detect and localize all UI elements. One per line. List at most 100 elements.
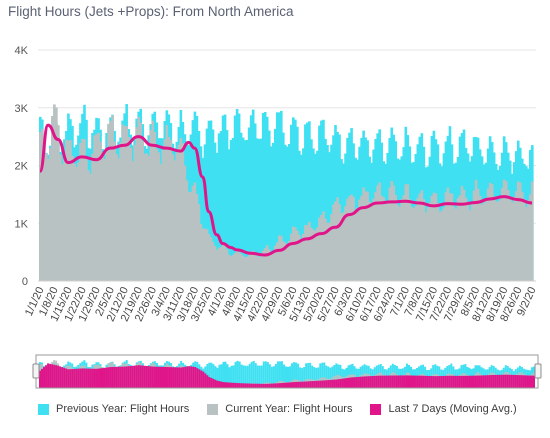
- previous-year-bar: [259, 138, 263, 281]
- previous-year-bar: [330, 144, 333, 281]
- legend-item-moving-average[interactable]: Last 7 Days (Moving Avg.): [370, 403, 517, 415]
- navigator-bar-average: [393, 375, 396, 388]
- navigator-bar-average: [89, 368, 92, 388]
- navigator-bar-average: [420, 375, 423, 388]
- current-year-bar: [85, 157, 88, 281]
- previous-year-bar: [239, 132, 243, 281]
- navigator-bar-average: [456, 375, 459, 388]
- current-year-bar: [514, 191, 518, 281]
- current-year-bar: [271, 251, 275, 281]
- navigator-bar-average: [170, 367, 173, 388]
- navigator-bar-average: [234, 382, 237, 388]
- navigator-bar-average: [238, 383, 241, 388]
- previous-year-bar: [288, 144, 291, 281]
- navigator-bar-average: [248, 383, 251, 388]
- navigator-bar-average: [349, 377, 352, 388]
- navigator-bar-previous: [262, 361, 265, 388]
- navigator-bar-previous: [218, 364, 221, 388]
- navigator-bar-average: [399, 375, 402, 388]
- navigator-bar-average: [359, 376, 362, 388]
- previous-year-bar: [294, 119, 297, 281]
- previous-year-bar: [245, 139, 249, 281]
- navigator-bar-average: [51, 364, 54, 388]
- current-year-bar: [283, 242, 287, 281]
- current-year-bar: [115, 154, 118, 281]
- navigator-bar-average: [91, 368, 94, 388]
- current-year-bar: [187, 191, 191, 281]
- current-year-bar: [243, 257, 247, 281]
- current-year-bar: [526, 200, 530, 281]
- legend-label-moving-average: Last 7 Days (Moving Avg.): [388, 403, 517, 415]
- current-year-bar: [418, 193, 422, 281]
- range-navigator[interactable]: [32, 354, 542, 389]
- current-year-bar: [211, 241, 215, 281]
- current-year-bar: [61, 164, 64, 281]
- current-year-bar: [334, 201, 337, 281]
- navigator-bar-average: [466, 375, 469, 388]
- navigator-bar-previous: [321, 362, 324, 388]
- current-year-bar: [245, 256, 249, 281]
- navigator-bar-average: [117, 366, 120, 388]
- current-year-bar: [530, 181, 534, 281]
- current-year-bar: [143, 153, 147, 281]
- current-year-bar: [432, 192, 436, 281]
- current-year-bar: [267, 249, 271, 281]
- current-year-bar: [161, 150, 165, 281]
- current-year-bar: [472, 190, 476, 281]
- current-year-bar: [221, 243, 225, 281]
- navigator-bar-average: [486, 375, 489, 388]
- navigator-bar-average: [325, 380, 328, 388]
- current-year-bar: [219, 247, 223, 281]
- previous-year-bar: [273, 128, 277, 281]
- navigator-bar-average: [323, 380, 326, 388]
- navigator-bar-average: [369, 376, 372, 388]
- current-year-bar: [362, 187, 365, 281]
- current-year-bar: [456, 197, 460, 281]
- navigator-bar-average: [55, 365, 58, 388]
- navigator-bar-average: [222, 382, 225, 388]
- current-year-bar: [209, 237, 213, 281]
- navigator-bar-average: [220, 381, 223, 388]
- current-year-bar: [370, 204, 373, 281]
- current-year-bar: [173, 160, 177, 281]
- previous-year-bar: [227, 149, 231, 281]
- current-year-bar: [109, 120, 112, 282]
- previous-year-bar: [304, 124, 307, 281]
- previous-year-bar: [271, 142, 275, 281]
- current-year-bar: [286, 244, 289, 281]
- navigator-bar-average: [79, 368, 82, 388]
- previous-year-bar: [203, 144, 207, 281]
- current-year-bar: [316, 227, 319, 281]
- navigator-bar-average: [432, 376, 435, 388]
- current-year-bar: [77, 162, 80, 281]
- navigator-bar-average: [518, 375, 521, 388]
- current-year-bar: [253, 255, 257, 281]
- navigator-bar-average: [458, 375, 461, 388]
- navigator-bar-average: [478, 375, 481, 388]
- navigator-bar-average: [299, 381, 302, 388]
- navigator-bar-average: [307, 381, 310, 388]
- current-year-bar: [111, 115, 114, 281]
- current-year-bar: [93, 135, 96, 281]
- current-year-bar: [450, 193, 454, 281]
- previous-year-bar: [312, 148, 315, 281]
- navigator-bar-average: [200, 370, 203, 388]
- current-year-bar: [338, 204, 341, 281]
- current-year-bar: [223, 246, 227, 281]
- current-year-bar: [165, 125, 169, 281]
- y-tick-label: 0: [22, 276, 28, 288]
- legend-item-current-year[interactable]: Current Year: Flight Hours: [207, 403, 352, 415]
- navigator-bar-average: [250, 383, 253, 388]
- previous-year-bar: [308, 121, 311, 281]
- navigator-bar-average: [240, 383, 243, 388]
- legend-item-previous-year[interactable]: Previous Year: Flight Hours: [38, 403, 189, 415]
- previous-year-bar: [279, 110, 283, 281]
- navigator-bar-average: [532, 375, 536, 388]
- previous-year-bar: [223, 114, 227, 281]
- navigator-bar-average: [139, 365, 142, 388]
- legend-swatch-current-year: [207, 403, 219, 415]
- navigator-bar-previous: [270, 366, 273, 388]
- current-year-bar: [522, 198, 526, 281]
- navigator-bar-average: [353, 377, 356, 388]
- current-year-bar: [468, 210, 472, 281]
